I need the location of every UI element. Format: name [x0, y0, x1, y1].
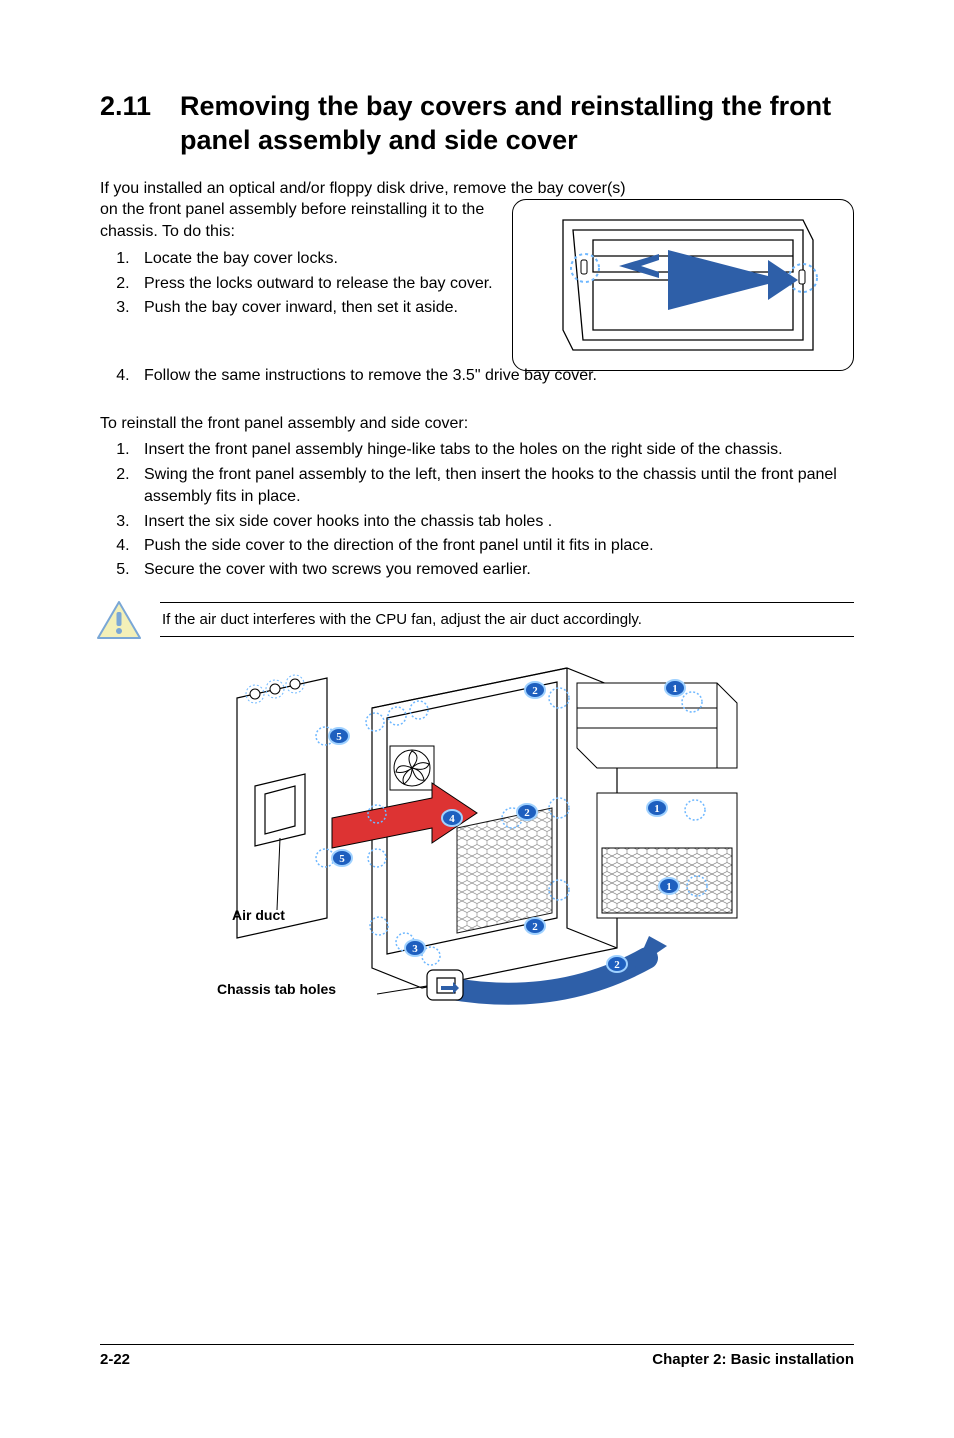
reinstall-step: Swing the front panel assembly to the le… [134, 464, 854, 509]
reinstall-steps-list: Insert the front panel assembly hinge-li… [100, 439, 854, 581]
reinstall-step: Secure the cover with two screws you rem… [134, 559, 854, 581]
page-footer: 2-22 Chapter 2: Basic installation [100, 1344, 854, 1368]
chassis-tab-holes-label: Chassis tab holes [217, 981, 336, 997]
callout-number: 2 [532, 921, 538, 933]
callout-number: 5 [336, 731, 342, 743]
reinstall-step: Insert the six side cover hooks into the… [134, 511, 854, 533]
remove-step: Locate the bay cover locks. [134, 248, 498, 270]
callout-number: 1 [654, 803, 660, 815]
reinstall-lead: To reinstall the front panel assembly an… [100, 415, 854, 433]
bay-cover-figure [512, 199, 854, 371]
section-heading: 2.11 Removing the bay covers and reinsta… [100, 90, 854, 158]
remove-step: Press the locks outward to release the b… [134, 273, 498, 295]
callout-number: 1 [672, 683, 678, 695]
caution-icon [96, 600, 142, 640]
callout-number: 4 [449, 813, 455, 825]
callout-number: 1 [666, 881, 672, 893]
callout-number: 5 [339, 853, 345, 865]
callout-number: 2 [614, 959, 620, 971]
caution-note: If the air duct interferes with the CPU … [160, 602, 854, 637]
chapter-label: Chapter 2: Basic installation [652, 1351, 854, 1368]
callout-number: 2 [524, 807, 530, 819]
section-number: 2.11 [100, 90, 180, 158]
page-number: 2-22 [100, 1351, 130, 1368]
reinstall-step: Push the side cover to the direction of … [134, 535, 854, 557]
callout-number: 2 [532, 685, 538, 697]
callout-number: 3 [412, 943, 418, 955]
remove-steps-list: Locate the bay cover locks. Press the lo… [100, 248, 498, 319]
section-title: Removing the bay covers and reinstalling… [180, 90, 854, 158]
intro-continued: on the front panel assembly before reins… [100, 199, 498, 242]
intro-line1: If you installed an optical and/or flopp… [100, 178, 854, 200]
remove-step: Push the bay cover inward, then set it a… [134, 297, 498, 319]
chassis-assembly-figure: 1 1 1 2 2 2 2 3 4 5 5 Air duct Chassis t… [197, 658, 757, 1018]
reinstall-step: Insert the front panel assembly hinge-li… [134, 439, 854, 461]
